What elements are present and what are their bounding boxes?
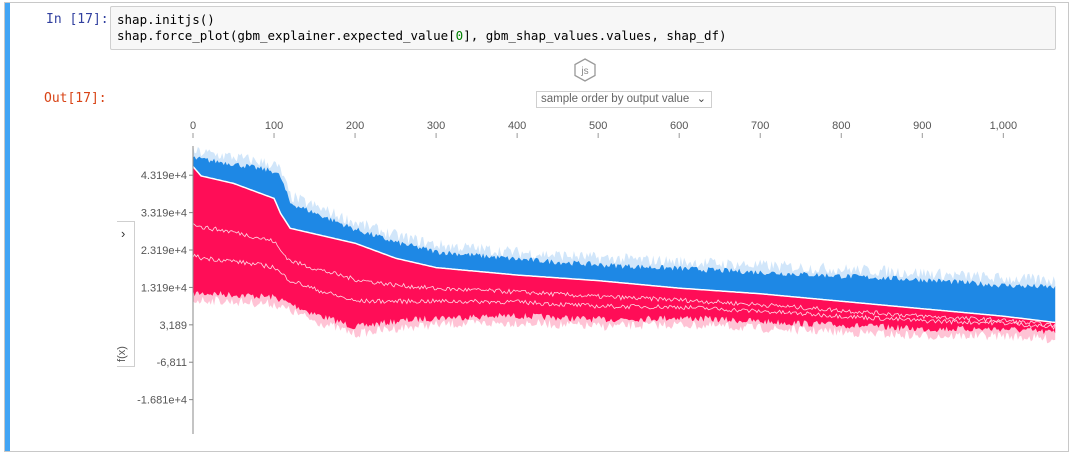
x-tick-label: 200 <box>346 120 364 132</box>
x-tick: 300 <box>427 120 445 138</box>
y-tick: -1.681e+4 <box>137 395 193 407</box>
chevron-down-icon: ⌄ <box>696 93 706 105</box>
x-tick-label: 900 <box>913 120 931 132</box>
y-tick-label: 4.319e+4 <box>141 170 187 182</box>
x-tick-label: 500 <box>589 120 607 132</box>
output-value-line <box>192 166 1056 324</box>
x-tick: 1,000 <box>990 120 1018 138</box>
svg-text:js: js <box>580 66 588 77</box>
x-tick-label: 100 <box>265 120 283 132</box>
x-tick-label: 300 <box>427 120 445 132</box>
y-tick: 4.319e+4 <box>141 170 193 182</box>
feature-toggle-tab[interactable]: › f(x) <box>116 221 135 367</box>
y-tick-label: 3.319e+4 <box>141 208 187 220</box>
x-tick-label: 400 <box>508 120 526 132</box>
x-tick-label: 0 <box>190 120 196 132</box>
x-tick: 900 <box>913 120 931 138</box>
input-prompt: In [17]: <box>46 12 109 27</box>
code-line-2: shap.force_plot(gbm_explainer.expected_v… <box>117 28 727 43</box>
output-prompt: Out[17]: <box>44 91 107 106</box>
x-tick-label: 700 <box>751 120 769 132</box>
js-badge-icon: js <box>574 58 596 82</box>
notebook-cell[interactable] <box>4 2 1069 452</box>
x-tick-label: 1,000 <box>990 120 1018 132</box>
sample-order-label: sample order by output value <box>541 93 690 105</box>
x-tick: 800 <box>832 120 850 138</box>
positive-shap-band <box>193 166 1056 335</box>
y-tick-label: 2.319e+4 <box>141 245 187 257</box>
x-tick: 100 <box>265 120 283 138</box>
x-tick-label: 600 <box>670 120 688 132</box>
negative-shap-band <box>193 156 1056 323</box>
code-editor[interactable]: shap.initjs() shap.force_plot(gbm_explai… <box>110 6 1056 50</box>
x-tick: 700 <box>751 120 769 138</box>
y-tick-label: -1.681e+4 <box>137 395 187 407</box>
y-tick-label: -6,811 <box>157 357 187 369</box>
y-tick: 1.319e+4 <box>141 282 193 294</box>
y-tick-label: 3,189 <box>159 320 187 332</box>
y-tick-label: 1.319e+4 <box>141 282 187 294</box>
x-tick: 500 <box>589 120 607 138</box>
y-tick: 3,189 <box>159 320 193 332</box>
cell-selection-bar <box>5 3 10 451</box>
feature-separator-line <box>192 253 1056 331</box>
x-tick: 400 <box>508 120 526 138</box>
x-tick: 600 <box>670 120 688 138</box>
feature-separator-line <box>192 223 1056 328</box>
x-tick: 0 <box>190 120 196 138</box>
y-tick: 2.319e+4 <box>141 245 193 257</box>
x-tick-label: 800 <box>832 120 850 132</box>
x-tick: 200 <box>346 120 364 138</box>
y-tick: 3.319e+4 <box>141 208 193 220</box>
chevron-right-icon[interactable]: › <box>121 226 126 241</box>
sample-order-select[interactable]: sample order by output value ⌄ <box>536 91 712 108</box>
y-tick: -6,811 <box>157 357 193 369</box>
code-line-1: shap.initjs() <box>117 12 215 27</box>
